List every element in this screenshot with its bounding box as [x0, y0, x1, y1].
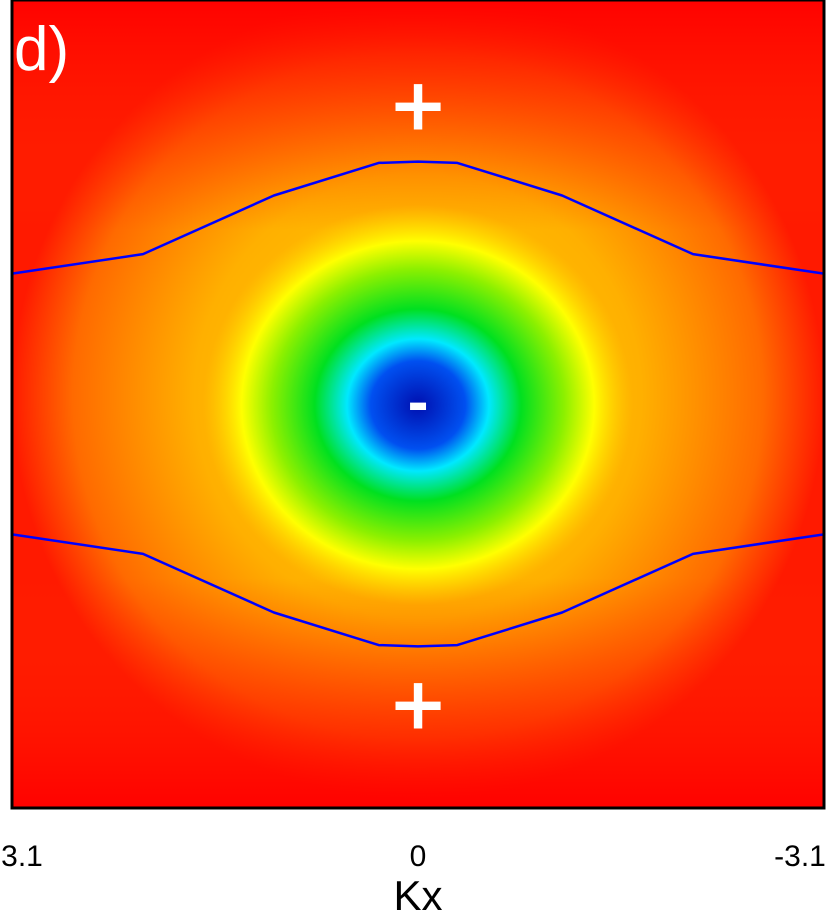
- heatmap-central-well: [203, 205, 633, 605]
- zero-contours: [12, 160, 824, 648]
- maximum-bottom-sign: +: [388, 662, 448, 746]
- maximum-top-sign: +: [388, 62, 448, 146]
- lower-zero-contour: [12, 533, 824, 648]
- heatmap-top-red-band: [12, 0, 824, 230]
- heatmap-bottom-red-band: [12, 578, 824, 808]
- upper-zero-contour: [12, 160, 824, 275]
- x-tick-label: 3.1: [1, 840, 43, 873]
- panel-label: d): [14, 15, 69, 84]
- x-tick-label: -3.1: [774, 840, 826, 873]
- x-tick-label: 0: [410, 840, 427, 873]
- x-axis-title: Kx: [393, 872, 442, 919]
- minimum-sign: -: [407, 374, 429, 434]
- plot-frame: [10, 0, 826, 810]
- x-tick-labels: 3.1 0 -3.1: [1, 840, 826, 873]
- sign-markers: + + -: [388, 62, 448, 745]
